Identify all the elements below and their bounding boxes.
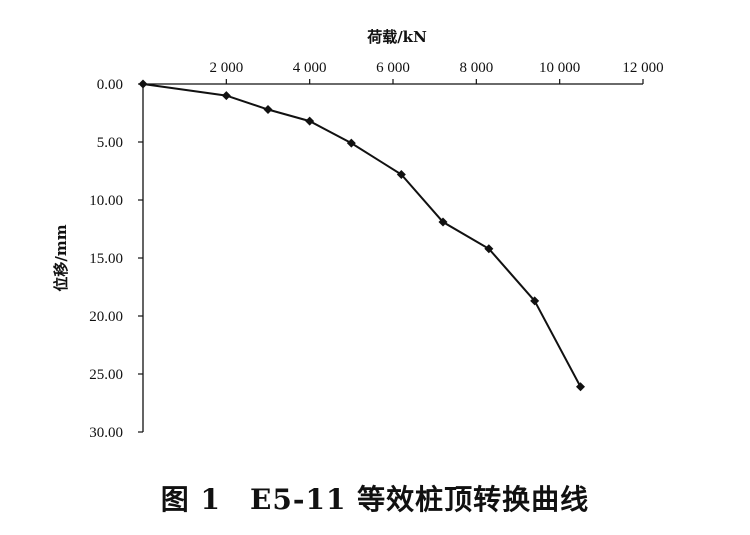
x-ticks: 2 000 4 000 6 000 8 000 10 000 12 000 (209, 60, 664, 84)
y-tick-label: 0.00 (97, 77, 123, 93)
x-tick-label: 10 000 (539, 60, 580, 76)
data-point (438, 217, 448, 227)
data-point (221, 91, 231, 101)
x-tick-label: 8 000 (459, 60, 493, 76)
x-axis-title: 荷载/kN (367, 28, 427, 46)
x-tick-label: 2 000 (209, 60, 243, 76)
y-tick-label: 15.00 (89, 251, 123, 267)
chart-svg: 2 000 4 000 6 000 8 000 10 000 12 000 0.00 5.0… (52, 28, 664, 441)
data-point (305, 116, 315, 126)
series-line (142, 83, 582, 388)
y-tick-label: 30.00 (89, 425, 123, 441)
y-ticks: 0.00 5.00 10.00 15.00 20.00 25.00 30.00 (89, 77, 143, 441)
x-tick-label: 6 000 (376, 60, 410, 76)
x-tick-label: 12 000 (622, 60, 663, 76)
data-point (138, 79, 148, 89)
figure-caption: 图 1 E5-11 等效桩顶转换曲线 (160, 483, 590, 516)
x-tick-label: 4 000 (293, 60, 327, 76)
y-tick-label: 5.00 (97, 135, 123, 151)
y-tick-label: 10.00 (89, 193, 123, 209)
data-point (576, 382, 585, 392)
data-point (530, 296, 540, 306)
y-tick-label: 25.00 (89, 367, 123, 383)
data-point (346, 138, 356, 148)
series-layer (138, 79, 585, 392)
y-axis-title: 位移/mm (52, 224, 70, 291)
data-point (263, 105, 273, 115)
data-point (484, 244, 494, 254)
y-tick-label: 20.00 (89, 309, 123, 325)
data-point (396, 169, 406, 179)
